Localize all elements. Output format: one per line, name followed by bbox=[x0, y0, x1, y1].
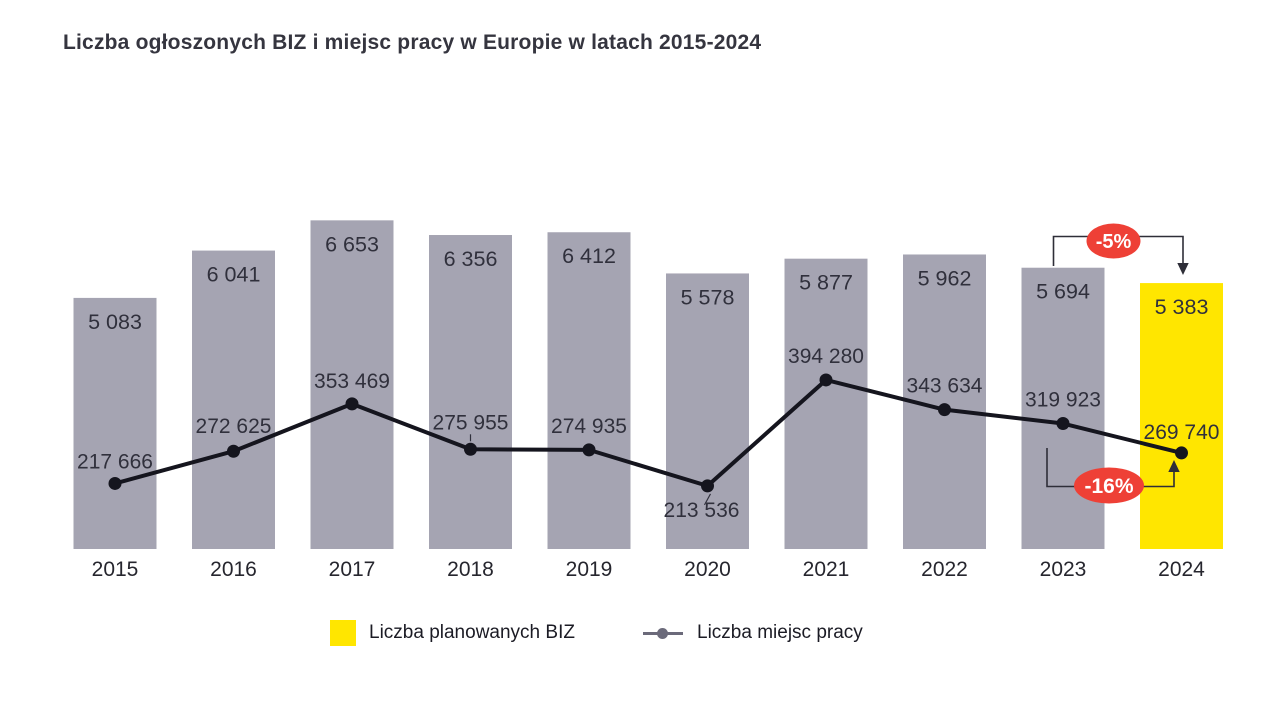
bar-2020 bbox=[666, 273, 749, 549]
annotation-arrow-up-icon bbox=[1168, 460, 1180, 472]
bar-value-label-2021: 5 877 bbox=[799, 271, 853, 295]
bar-value-label-2018: 6 356 bbox=[444, 247, 498, 271]
bar-2023 bbox=[1021, 267, 1105, 549]
line-point-2023 bbox=[1056, 417, 1070, 431]
leader-2020 bbox=[703, 493, 712, 506]
line-value-label-2017: 353 469 bbox=[314, 370, 390, 393]
annotation-badge-bar bbox=[1086, 223, 1141, 259]
year-label-2016: 2016 bbox=[210, 558, 257, 581]
line-point-2016 bbox=[227, 444, 240, 458]
bar-value-label-2017: 6 653 bbox=[325, 232, 379, 256]
line-value-label-2018: 275 955 bbox=[433, 411, 509, 434]
annotation-arrow-down-icon bbox=[1177, 263, 1189, 275]
year-label-2020: 2020 bbox=[684, 558, 731, 581]
bar-2019 bbox=[547, 232, 631, 549]
bar-2015 bbox=[73, 297, 157, 549]
line-point-2015 bbox=[108, 476, 122, 490]
year-label-2019: 2019 bbox=[566, 558, 613, 581]
bar-2018 bbox=[429, 235, 512, 549]
legend-bar-swatch-icon bbox=[330, 620, 356, 646]
jobs-line bbox=[113, 377, 1184, 488]
line-point-2020 bbox=[701, 479, 714, 493]
line-value-label-2021: 394 280 bbox=[788, 345, 864, 368]
line-point-2017 bbox=[345, 397, 359, 411]
bar-2017 bbox=[310, 220, 394, 549]
annotation-label-line: -16% bbox=[1084, 475, 1133, 498]
line-value-label-2019: 274 935 bbox=[551, 415, 627, 438]
bar-value-label-2019: 6 412 bbox=[562, 244, 616, 268]
line-value-label-2023: 319 923 bbox=[1025, 389, 1101, 412]
legend-item-planned-fdi: Liczba planowanych BIZ bbox=[330, 619, 575, 647]
bar-2016 bbox=[192, 250, 275, 550]
year-label-2017: 2017 bbox=[329, 558, 376, 581]
year-label-2023: 2023 bbox=[1040, 558, 1087, 581]
year-label-2018: 2018 bbox=[447, 558, 494, 581]
bar-value-label-2023: 5 694 bbox=[1036, 280, 1090, 304]
annotation-badge-line bbox=[1074, 467, 1144, 504]
legend-item-jobs: Liczba miejsc pracy bbox=[643, 619, 863, 647]
legend-line-label: Liczba miejsc pracy bbox=[697, 622, 863, 643]
bar-2024 bbox=[1140, 283, 1223, 549]
chart-title: Liczba ogłoszonych BIZ i miejsc pracy w … bbox=[63, 31, 762, 54]
legend-line-marker-icon bbox=[643, 627, 683, 639]
year-label-2015: 2015 bbox=[92, 558, 139, 581]
line-point-2021 bbox=[819, 373, 833, 387]
legend-bar-label: Liczba planowanych BIZ bbox=[369, 622, 575, 643]
line-point-2024 bbox=[1175, 446, 1188, 460]
line-value-label-2020: 213 536 bbox=[664, 499, 740, 522]
annotation-label-bar: -5% bbox=[1096, 231, 1132, 253]
line-value-label-2022: 343 634 bbox=[907, 375, 983, 398]
line-point-2022 bbox=[938, 403, 951, 417]
bar-value-label-2016: 6 041 bbox=[207, 263, 261, 287]
line-value-label-2015: 217 666 bbox=[77, 450, 153, 473]
line-value-label-2016: 272 625 bbox=[196, 415, 272, 438]
line-point-2018 bbox=[464, 442, 477, 456]
bar-value-label-2024: 5 383 bbox=[1155, 295, 1209, 319]
year-label-2024: 2024 bbox=[1158, 558, 1205, 581]
bar-value-label-2020: 5 578 bbox=[681, 285, 735, 309]
bar-value-label-2022: 5 962 bbox=[918, 266, 972, 290]
year-label-2022: 2022 bbox=[921, 558, 968, 581]
bar-value-label-2015: 5 083 bbox=[88, 310, 142, 334]
line-point-2019 bbox=[582, 443, 596, 457]
line-value-label-2024: 269 740 bbox=[1144, 421, 1220, 444]
year-label-2021: 2021 bbox=[803, 558, 850, 581]
